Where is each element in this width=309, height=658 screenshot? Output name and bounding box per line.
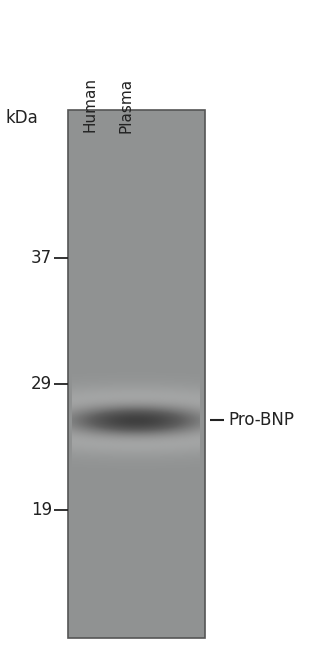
Text: kDa: kDa xyxy=(6,109,38,127)
Text: 37: 37 xyxy=(31,249,52,267)
Text: Human: Human xyxy=(82,78,97,132)
Text: 19: 19 xyxy=(31,501,52,519)
Bar xyxy=(68,110,205,638)
Text: Pro-BNP: Pro-BNP xyxy=(228,411,294,429)
Text: Plasma: Plasma xyxy=(118,78,133,132)
Text: 29: 29 xyxy=(31,375,52,393)
